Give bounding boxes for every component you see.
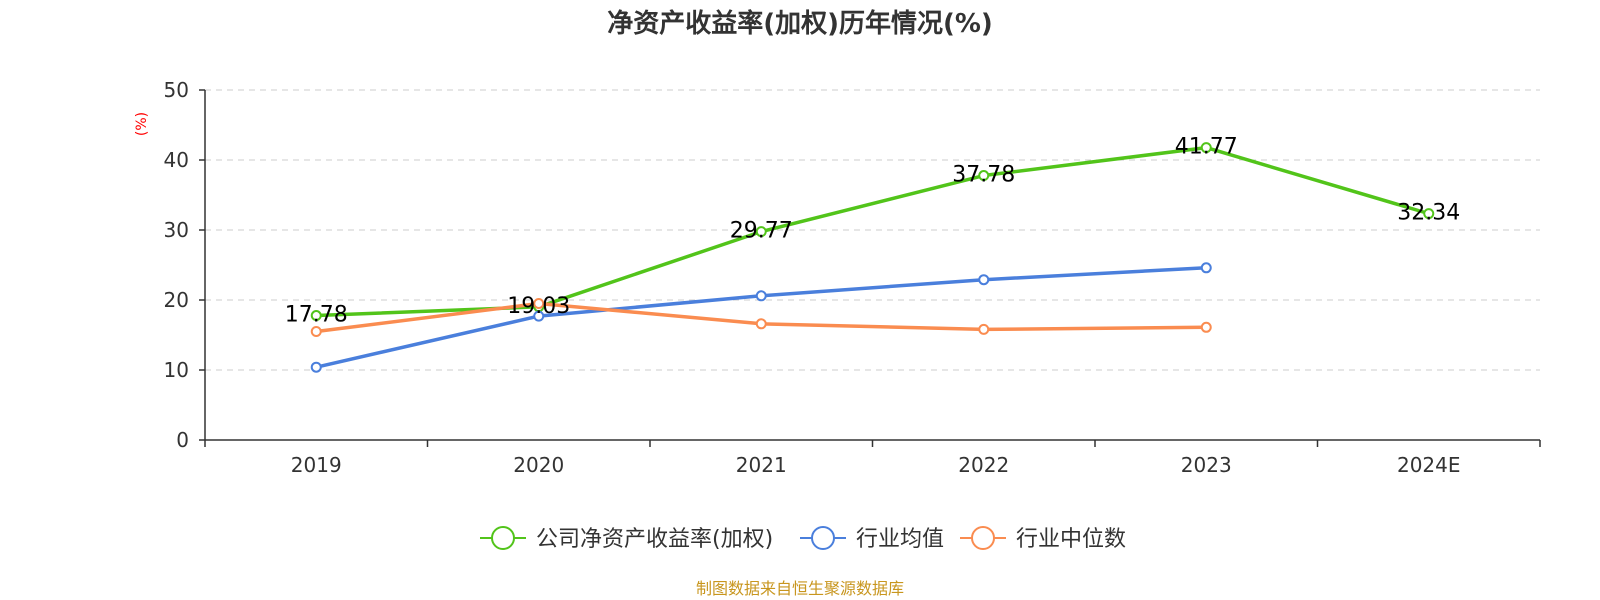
legend-item[interactable]: 公司净资产收益率(加权) <box>480 526 773 552</box>
y-axis-label: (%) <box>134 112 150 136</box>
y-tick-label: 10 <box>164 358 189 382</box>
y-tick-label: 30 <box>164 218 189 242</box>
data-point[interactable] <box>978 323 990 335</box>
y-tick-label: 20 <box>164 288 189 312</box>
y-tick-label: 40 <box>164 148 189 172</box>
data-label: 29.77 <box>730 219 793 244</box>
chart-title: 净资产收益率(加权)历年情况(%) <box>607 8 993 39</box>
x-tick-label: 2020 <box>513 453 564 477</box>
legend-item[interactable]: 行业均值 <box>800 526 944 552</box>
axes <box>199 89 1541 447</box>
x-tick-labels: 2019 2020 2021 2022 2023 2024E <box>291 453 1461 477</box>
legend: 公司净资产收益率(加权) 行业均值 行业中位数 <box>480 526 1126 552</box>
data-label: 17.78 <box>285 303 348 328</box>
x-tick-label: 2022 <box>958 453 1009 477</box>
y-tick-label: 50 <box>164 78 189 102</box>
legend-item[interactable]: 行业中位数 <box>960 526 1126 552</box>
data-point[interactable] <box>978 274 990 286</box>
x-tick-label: 2024E <box>1397 453 1461 477</box>
data-point[interactable] <box>1200 262 1212 274</box>
data-point[interactable] <box>310 361 322 373</box>
data-point[interactable] <box>755 290 767 302</box>
legend-label: 公司净资产收益率(加权) <box>536 527 773 552</box>
legend-marker <box>971 526 995 550</box>
data-point[interactable] <box>533 310 545 322</box>
data-label: 41.77 <box>1175 135 1238 160</box>
data-point[interactable] <box>755 226 767 238</box>
x-tick-label: 2019 <box>291 453 342 477</box>
data-point[interactable] <box>1423 208 1435 220</box>
data-labels: 17.78 19.03 29.77 37.78 41.77 32.34 <box>285 135 1460 328</box>
legend-marker <box>811 526 835 550</box>
x-tick-label: 2021 <box>736 453 787 477</box>
data-label: 19.03 <box>507 294 570 319</box>
y-tick-label: 0 <box>176 428 189 452</box>
legend-label: 行业中位数 <box>1016 527 1126 552</box>
data-label: 37.78 <box>952 163 1015 188</box>
data-point[interactable] <box>533 298 545 309</box>
data-label: 32.34 <box>1397 201 1460 226</box>
series-line-0 <box>316 145 1430 318</box>
legend-marker <box>491 526 515 550</box>
data-point[interactable] <box>1200 321 1212 333</box>
data-point[interactable] <box>978 170 990 182</box>
data-point[interactable] <box>755 318 767 330</box>
data-point[interactable] <box>310 326 322 337</box>
series-line-1 <box>315 266 1207 369</box>
source-note: 制图数据来自恒生聚源数据库 <box>696 579 904 598</box>
data-point[interactable] <box>310 310 322 322</box>
series-group <box>310 142 1435 373</box>
data-point[interactable] <box>1200 142 1212 154</box>
legend-label: 行业均值 <box>856 527 944 552</box>
x-tick-label: 2023 <box>1181 453 1232 477</box>
grid-lines <box>205 89 1540 371</box>
y-tick-labels: 0 10 20 30 40 50 <box>164 78 189 452</box>
